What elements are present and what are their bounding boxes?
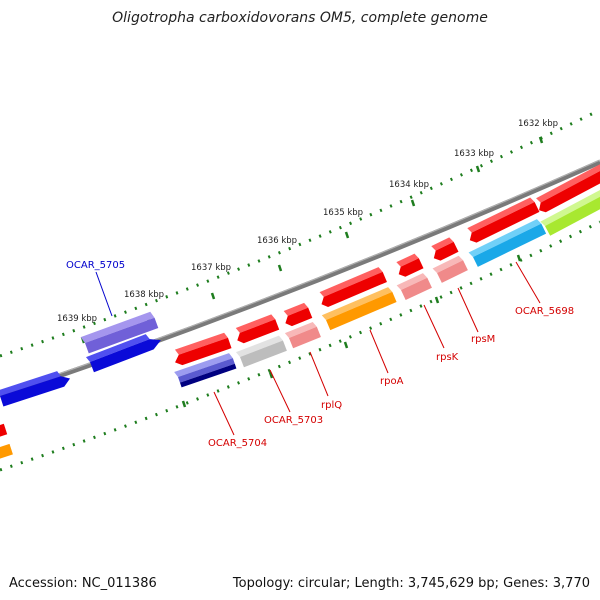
gene-rpoa-orange[interactable] [321, 286, 397, 331]
gene-rpoa-red[interactable] [317, 266, 387, 309]
gene-ocar-5705-blue[interactable] [85, 330, 163, 373]
label-rpsk[interactable]: rpsK [436, 352, 459, 363]
gene-rpsk-red[interactable] [394, 253, 424, 279]
gene-rpsm-pink[interactable] [432, 255, 468, 284]
genome-summary-text: Topology: circular; Length: 3,745,629 bp… [232, 576, 590, 591]
map-title: Oligotropha carboxidovorans OM5, complet… [112, 10, 488, 26]
gene-ocar-5703-red[interactable] [233, 314, 280, 345]
scale-label-1632: 1632 kbp [518, 119, 558, 129]
scale-label-1633: 1633 kbp [454, 149, 494, 159]
scale-label-1636: 1636 kbp [257, 236, 297, 246]
label-ocar-5698[interactable]: OCAR_5698 [515, 306, 574, 317]
scale-label-1637: 1637 kbp [191, 263, 231, 273]
gene-ocar-5703-gray[interactable] [235, 335, 287, 368]
leader-ocar-5698 [515, 261, 541, 304]
forward-strand-genes [80, 160, 600, 373]
genome-backbone-highlight [0, 159, 600, 395]
genome-backbone [0, 159, 600, 399]
tick-1632 [538, 136, 544, 144]
gene-ocar-5698-red[interactable] [465, 197, 540, 245]
gene-left-red-partial[interactable] [0, 423, 8, 442]
tick-1633 [475, 165, 481, 173]
accession-text: Accession: NC_011386 [9, 576, 157, 591]
gene-edge-lime[interactable] [540, 183, 600, 237]
scale-label-1638: 1638 kbp [124, 290, 164, 300]
leader-rpsk [423, 304, 445, 349]
gene-left-orange-partial[interactable] [0, 443, 13, 464]
tick-1634 [410, 199, 416, 207]
label-ocar-5704[interactable]: OCAR_5704 [208, 438, 267, 449]
gene-left-blue[interactable] [0, 368, 72, 407]
leader-rpsm [457, 287, 479, 333]
inner-tick-d [434, 296, 440, 304]
inner-tick-a [181, 400, 187, 408]
label-rplq[interactable]: rplQ [321, 400, 342, 411]
tick-1637 [210, 292, 216, 300]
leader-ocar-5705 [95, 271, 113, 317]
label-rpsm[interactable]: rpsM [471, 334, 495, 345]
label-ocar-5705[interactable]: OCAR_5705 [66, 260, 125, 271]
scale-label-1635: 1635 kbp [323, 208, 363, 218]
gene-rplq-pink[interactable] [284, 321, 321, 349]
inner-scale-track [0, 220, 600, 472]
leader-ocar-5704 [213, 391, 235, 436]
outer-scale-track [0, 108, 600, 358]
gene-ocar-5704-blue[interactable] [174, 352, 237, 388]
gene-rpsk-pink[interactable] [396, 272, 432, 301]
leader-ocar-5703 [269, 369, 291, 413]
gene-ocar-5698-cyan[interactable] [468, 218, 547, 267]
gene-ocar-5705-purple[interactable] [80, 311, 159, 354]
inner-tick-c [343, 341, 349, 349]
leader-rplq [309, 351, 329, 397]
tick-1635 [344, 231, 350, 239]
inner-tick-b [268, 371, 274, 379]
inner-major-ticks [181, 254, 522, 408]
gene-edge-red[interactable] [533, 160, 600, 215]
inner-tick-e [516, 254, 522, 262]
label-rpoa[interactable]: rpoA [380, 376, 404, 387]
leader-rpoa [369, 329, 389, 374]
scale-label-1639: 1639 kbp [57, 314, 97, 324]
gene-rplq-red[interactable] [281, 302, 313, 328]
gene-ocar-5704-red[interactable] [171, 332, 232, 367]
reverse-strand-genes [0, 183, 600, 464]
label-ocar-5703[interactable]: OCAR_5703 [264, 415, 323, 426]
label-leader-lines [95, 261, 541, 436]
gene-rpsm-red[interactable] [429, 237, 459, 263]
tick-1636 [277, 264, 283, 272]
scale-label-1634: 1634 kbp [389, 180, 429, 190]
